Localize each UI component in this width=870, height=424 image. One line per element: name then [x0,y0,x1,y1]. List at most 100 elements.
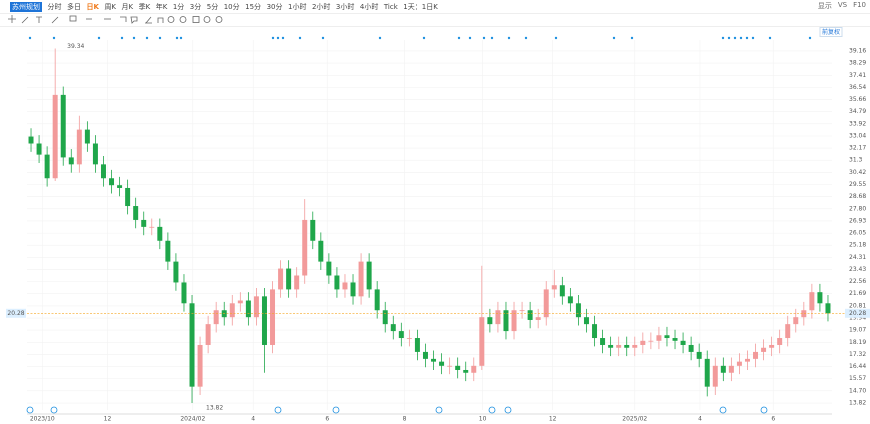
candle-body [704,358,710,387]
candle-body [149,226,155,228]
candle-body [326,261,332,276]
candle-body [237,300,243,304]
candle-body [801,310,807,318]
candle-body [503,310,509,332]
candle-body [656,335,662,341]
y-tick-label: 17.32 [849,351,866,358]
x-tick-label: 12 [549,416,557,423]
vs-button[interactable]: VS [837,1,848,9]
adjust-button[interactable] [819,27,843,37]
candle-body [310,219,316,241]
y-tick-label: 22.56 [849,278,866,285]
candle-body [583,317,589,325]
y-tick-label: 37.41 [849,72,866,79]
candle-body [342,282,348,290]
tab[interactable]: 10分 [223,2,240,11]
tab[interactable]: 周K [104,2,117,11]
candle-body [36,143,42,155]
y-tick-label: 20.81 [849,302,866,309]
y-tick-label: 13.82 [849,400,866,407]
candle-body [728,365,734,373]
y-tick-label: 21.69 [849,290,866,297]
tab[interactable]: 2小时 [311,2,331,11]
tab[interactable]: 5分 [206,2,219,11]
candle-body [205,324,211,345]
tab[interactable]: 3分 [189,2,202,11]
candle-body [487,317,493,325]
x-tick-label: 2024/02 [180,416,205,423]
y-tick-label: 30.42 [849,169,866,176]
y-tick-label: 28.68 [849,193,866,200]
tab[interactable]: 1分 [172,2,185,11]
adjust-label[interactable]: 前复权 [822,28,840,36]
y-tick-label: 39.16 [849,47,866,54]
candle-body [189,303,195,387]
tab[interactable]: 30分 [266,2,283,11]
y-tick-label: 18.19 [849,339,866,346]
candle-body [543,289,549,318]
high-annotation: 39.34 [67,43,84,50]
candle-body [390,324,396,332]
candle-body [109,178,115,186]
tab[interactable]: 年K [155,2,168,11]
candle-body [463,369,469,373]
candle-body [157,226,163,241]
y-tick-label: 19.94 [849,315,866,322]
candle-body [350,282,356,297]
candle-body [567,296,573,304]
candle-body [559,285,565,297]
tab[interactable]: 日K [86,2,99,11]
x-tick-label: 8 [403,416,407,423]
display-button[interactable]: 显示 [817,2,832,10]
candle-body [68,157,74,165]
tab[interactable]: Tick [383,2,398,11]
candle-body [92,143,98,165]
last-price-box [845,308,870,318]
candle-body [245,300,251,318]
candle-body [294,275,300,290]
tab[interactable]: 15分 [245,2,262,11]
y-tick-label: 19.07 [849,327,866,334]
candle-body [286,268,292,290]
candle-body [197,344,203,387]
candle-body [793,317,799,325]
tab[interactable]: 多日 [67,2,81,11]
candle-body [600,338,606,345]
candle-body [648,340,654,342]
candle-body [100,164,106,179]
candle-body [777,338,783,345]
candle-body [141,219,147,227]
x-tick-label: 4 [251,416,255,423]
y-tick-label: 14.70 [849,387,866,394]
candle-body [769,344,775,348]
y-tick-label: 29.55 [849,181,866,188]
x-tick-label: 4 [698,416,702,423]
tab[interactable]: 月K [121,2,134,11]
event-markers [26,406,768,414]
f10-button[interactable]: F10 [853,1,866,9]
tab[interactable]: 1天：1日K [403,2,438,11]
last-price-label: 20.28 [7,310,24,317]
candle-body [270,289,276,345]
tab[interactable]: 3小时 [335,2,355,11]
toolbar: 苏州规划 分时 多日 日K 周K 月K 季K 年K 1分 3分 5分 10分 1… [0,0,870,13]
stock-name[interactable]: 苏州规划 [10,1,42,12]
candle-body [439,361,445,366]
candle-body [278,268,284,290]
candle-body [761,347,767,352]
tab[interactable]: 1小时 [287,2,307,11]
x-tick-label: 10 [479,416,487,423]
candle-body [76,129,82,165]
candle-body [302,219,308,276]
candle-body [117,185,123,188]
candle-body [616,344,622,348]
tab[interactable]: 4小时 [359,2,379,11]
candle-body [753,351,759,359]
candle-body [221,310,227,318]
x-tick-label: 2023/10 [30,416,55,423]
candle-body [366,261,372,290]
tab[interactable]: 季K [138,2,151,11]
tab[interactable]: 分时 [47,2,62,11]
candle-body [809,292,815,311]
x-tick-label: 12 [104,416,112,423]
